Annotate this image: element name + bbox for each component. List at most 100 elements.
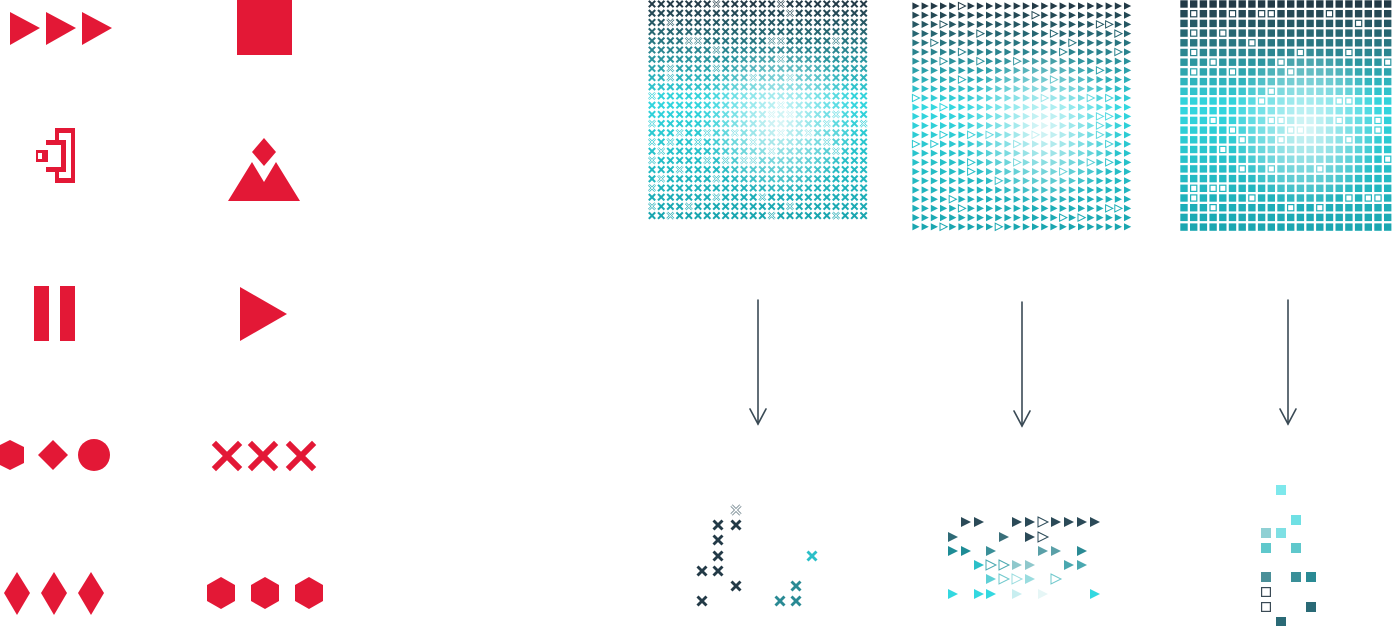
cross-mark bbox=[657, 36, 666, 45]
cross-mark bbox=[832, 128, 840, 137]
cross-mark bbox=[813, 147, 822, 156]
square-mark bbox=[1364, 184, 1372, 192]
cross-mark bbox=[758, 211, 767, 220]
triangle-mark bbox=[1096, 76, 1104, 84]
triangle-mark bbox=[1068, 103, 1076, 111]
triangle-mark bbox=[1114, 11, 1122, 19]
square-mark bbox=[1219, 136, 1227, 144]
cross-mark bbox=[786, 128, 794, 137]
cross-mark bbox=[813, 27, 822, 36]
square-mark bbox=[1316, 19, 1324, 28]
triangle-mark bbox=[1013, 48, 1021, 56]
triangle-mark bbox=[995, 39, 1003, 47]
cross-mark bbox=[767, 119, 776, 128]
cross-mark bbox=[859, 9, 868, 18]
cross-mark bbox=[786, 46, 794, 54]
selected-square-subset bbox=[1260, 485, 1316, 626]
triangle-mark bbox=[1050, 140, 1058, 148]
cross-mark bbox=[813, 202, 822, 211]
square-mark bbox=[1384, 107, 1392, 115]
triangle-mark bbox=[921, 76, 929, 84]
selected-square-mark bbox=[1261, 528, 1271, 538]
square-mark bbox=[1335, 10, 1343, 18]
square-mark bbox=[1354, 194, 1363, 202]
triangle-mark bbox=[930, 103, 938, 111]
triangle-mark bbox=[986, 66, 994, 74]
triangle-mark bbox=[976, 158, 984, 166]
square-mark bbox=[1248, 87, 1256, 95]
square-mark bbox=[1364, 58, 1372, 66]
triangle-mark bbox=[1114, 29, 1124, 39]
square-mark bbox=[1335, 155, 1343, 163]
cross-mark bbox=[703, 73, 712, 82]
triangle-mark bbox=[1095, 130, 1105, 140]
square-mark bbox=[1354, 145, 1363, 154]
triple-diamond-icon bbox=[4, 572, 104, 615]
triangle-mark bbox=[1050, 85, 1058, 93]
cross-mark bbox=[850, 193, 859, 202]
square-mark bbox=[1325, 87, 1334, 95]
square-mark bbox=[1199, 97, 1208, 105]
triangle-mark bbox=[1105, 111, 1114, 121]
bracket-icon bbox=[36, 128, 75, 183]
cross-mark bbox=[768, 37, 776, 45]
square-mark bbox=[1325, 184, 1334, 192]
cross-mark bbox=[859, 147, 868, 156]
triangle-mark bbox=[967, 20, 975, 28]
square-mark bbox=[1257, 145, 1266, 154]
selected-square-mark bbox=[1306, 602, 1316, 612]
cross-mark bbox=[666, 193, 675, 202]
triangle-mark bbox=[1059, 140, 1067, 148]
triangle-mark bbox=[1004, 204, 1012, 212]
square-mark bbox=[1383, 58, 1392, 66]
triangle-mark bbox=[1124, 131, 1132, 139]
square-mark bbox=[1267, 126, 1275, 134]
cross-mark bbox=[795, 64, 804, 73]
triangle-mark bbox=[1068, 158, 1076, 166]
square-mark bbox=[1345, 77, 1353, 86]
triangle-mark bbox=[1068, 140, 1076, 148]
cross-mark bbox=[721, 211, 730, 220]
square-mark bbox=[1287, 19, 1295, 28]
cross-mark bbox=[822, 18, 831, 27]
cross-mark bbox=[822, 165, 831, 174]
triangle-mark bbox=[986, 158, 994, 166]
cross-mark bbox=[767, 18, 776, 27]
cross-mark bbox=[703, 193, 712, 202]
cross-mark bbox=[721, 110, 730, 119]
selected-square-mark bbox=[1291, 572, 1301, 582]
triangle-mark bbox=[921, 57, 929, 65]
cross-mark bbox=[832, 82, 840, 91]
cross-mark bbox=[795, 147, 804, 156]
square-mark bbox=[1335, 204, 1343, 212]
triangle-mark bbox=[912, 103, 920, 111]
square-mark bbox=[1248, 194, 1256, 202]
square-mark bbox=[1364, 136, 1372, 144]
triangle-mark bbox=[1041, 48, 1049, 56]
cross-mark bbox=[721, 0, 730, 8]
square-mark bbox=[1248, 97, 1256, 105]
triangle-mark bbox=[1114, 186, 1122, 194]
triangle-mark bbox=[1032, 2, 1040, 10]
triangle-pattern-grid bbox=[911, 1, 1132, 232]
cross-mark bbox=[684, 165, 693, 174]
cross-mark bbox=[675, 110, 684, 119]
cross-mark bbox=[822, 92, 831, 100]
square-mark bbox=[1287, 145, 1295, 154]
triangle-mark bbox=[949, 122, 957, 130]
square-mark bbox=[1199, 116, 1208, 125]
square-mark bbox=[1277, 204, 1285, 212]
square-mark bbox=[1228, 136, 1237, 144]
triangle-mark bbox=[1032, 20, 1040, 28]
square-mark bbox=[1345, 184, 1353, 192]
square-mark bbox=[1287, 165, 1295, 173]
triangle-mark bbox=[921, 85, 929, 93]
selected-cross-mark bbox=[712, 519, 724, 531]
cross-mark bbox=[850, 128, 859, 137]
cross-mark bbox=[694, 147, 702, 156]
cross-mark bbox=[804, 184, 813, 192]
cross-mark bbox=[712, 147, 721, 156]
cross-mark bbox=[740, 9, 748, 18]
square-mark bbox=[1316, 145, 1324, 154]
square-mark bbox=[1325, 136, 1334, 144]
